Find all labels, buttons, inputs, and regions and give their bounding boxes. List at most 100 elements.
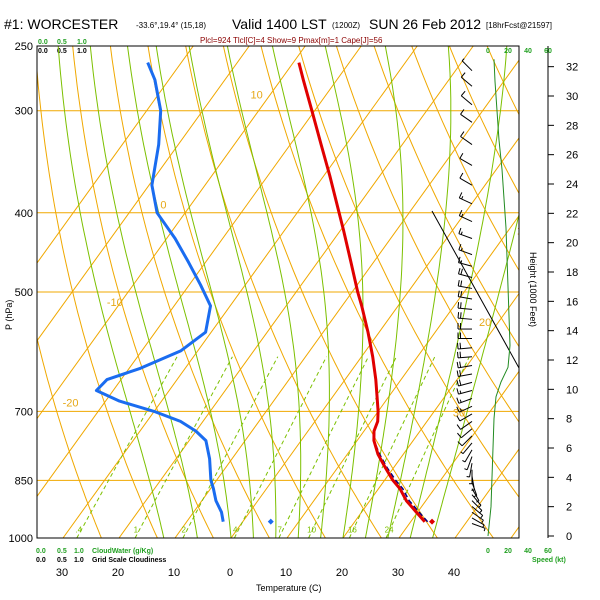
wind-barb-flag — [456, 361, 459, 368]
adiabat-label-8: 30 — [453, 407, 465, 419]
height-tick-label-4: 4 — [566, 472, 572, 484]
wind-barb-flag — [459, 361, 462, 368]
temperature-line — [297, 62, 426, 523]
adiabat-label-4: -30 — [17, 492, 33, 504]
adiabat-label-5: 0 — [570, 136, 576, 148]
title-station: #1: WORCESTER — [4, 16, 118, 32]
wind-barb-half — [464, 468, 468, 471]
isotherm--10 — [174, 59, 519, 538]
wind-barb-13 — [460, 442, 473, 455]
wind-barb-half — [460, 260, 463, 264]
dry-adiabat-340 — [335, 46, 519, 423]
wind-barb-42 — [460, 90, 473, 106]
cloud-tick-top-green-0: 0.0 — [38, 39, 48, 46]
wind-barb-flag — [460, 268, 463, 275]
wind-barb-flag — [457, 267, 461, 275]
t-tick-label-10: 10 — [280, 567, 292, 579]
speed-axis-title: Speed (kt) — [532, 557, 566, 564]
wind-barb-29 — [457, 302, 473, 310]
wind-barb-half — [471, 489, 475, 491]
wind-barb-half — [459, 390, 462, 394]
t-tick-label--20: 20 — [112, 567, 124, 579]
wind-barb-half — [483, 528, 486, 532]
wind-barb-half — [459, 399, 462, 403]
cloud-tick-bottom-black-2: 1.0 — [74, 557, 84, 564]
wind-barb-flag — [459, 172, 464, 179]
t-tick-label--30: 30 — [56, 567, 68, 579]
height-tick-label-2: 2 — [566, 502, 572, 514]
speed-tick-top-60: 60 — [544, 48, 552, 55]
wind-barb-flag — [459, 152, 464, 159]
height-tick-label-6: 6 — [566, 443, 572, 455]
wind-barb-26 — [457, 332, 472, 340]
height-tick-label-14: 14 — [566, 326, 578, 338]
dry-adiabat-270 — [72, 46, 214, 538]
cloud-tick-bottom-green-0: 0.0 — [36, 548, 46, 555]
dry-adiabat-320 — [260, 46, 495, 538]
dry-adiabat-290 — [147, 46, 326, 538]
mixing-ratio-10 — [308, 356, 397, 538]
t-tick-label-40: 40 — [448, 567, 460, 579]
wind-barb-flag — [457, 312, 460, 319]
moist-adiabat-24 — [364, 46, 404, 538]
wind-barb-half — [476, 500, 480, 503]
wind-panel: 0246810121416182022242628303200202040406… — [431, 46, 578, 555]
wind-barb-flag — [460, 280, 463, 287]
wind-barb-staff — [462, 442, 473, 454]
moist-adiabat-4 — [155, 46, 254, 538]
wind-barb-staff — [458, 296, 473, 300]
wind-barb-17 — [456, 413, 473, 422]
speed-tick-top-20: 20 — [504, 48, 512, 55]
isotherm--20 — [118, 46, 474, 538]
height-tick-label-22: 22 — [566, 208, 578, 220]
wind-barb-staff — [458, 317, 473, 320]
p-tick-label-700: 700 — [15, 406, 33, 418]
moist-adiabat--6 — [89, 46, 198, 538]
wind-barb-half — [460, 451, 464, 455]
t-tick-label-30: 30 — [392, 567, 404, 579]
speed-tick-top-0: 0 — [486, 48, 490, 55]
wind-speed-profile — [487, 59, 511, 537]
p-tick-label-850: 850 — [15, 475, 33, 487]
wind-barb-flag — [459, 351, 462, 358]
cloud-ticks-top: 0.0 0.5 1.0 0.0 0.5 1.0 — [38, 39, 87, 55]
speed-tick-bottom-20: 20 — [504, 548, 512, 555]
wind-barb-staff — [460, 76, 473, 87]
cloud-ticks-bottom: 0.0 0.5 1.0 CloudWater (g/Kg) 0.0 0.5 1.… — [36, 548, 166, 564]
speed-tick-top-40: 40 — [524, 48, 532, 55]
dry-adiabat-350 — [373, 46, 519, 348]
wind-barb-staff — [466, 456, 473, 470]
wind-barb-staff — [459, 413, 473, 422]
mixing-label-1: 1 — [134, 525, 139, 534]
mixing-label-24: 24 — [385, 525, 394, 534]
wind-barb-flag — [458, 379, 462, 386]
wind-barb-18 — [456, 405, 473, 413]
mixing-label-2: 2 — [182, 525, 187, 534]
cloud-tick-bottom-green-1: 0.5 — [57, 548, 67, 555]
mixing-ratio-2 — [182, 356, 279, 538]
wind-barb-flag — [457, 280, 460, 287]
wind-barb-flag — [460, 109, 465, 115]
wind-barb-25 — [457, 342, 473, 350]
wind-barb-staff — [469, 463, 473, 478]
wind-barb-15 — [457, 428, 473, 439]
wind-barb-flag — [458, 210, 463, 216]
y-axis-title: P (hPa) — [4, 300, 14, 330]
wind-barb-37 — [458, 192, 473, 205]
wind-barb-half — [478, 504, 482, 508]
wind-barb-flag — [457, 441, 463, 447]
wind-barb-flag — [458, 244, 462, 250]
wind-barb-staff — [471, 506, 484, 516]
isotherm-0 — [230, 137, 519, 538]
wind-barb-34 — [458, 244, 473, 256]
isotherm-10 — [286, 214, 519, 538]
profile-layer — [94, 62, 436, 525]
height-tick-label-8: 8 — [566, 414, 572, 426]
moist-adiabat-36 — [432, 212, 519, 538]
wind-barb-flag — [460, 312, 462, 319]
mixing-label-7: 7 — [277, 525, 282, 534]
dry-adiabat-260 — [37, 64, 158, 538]
mixing-label-10: 10 — [307, 525, 316, 534]
cloud-tick-top-green-2: 1.0 — [77, 39, 87, 46]
